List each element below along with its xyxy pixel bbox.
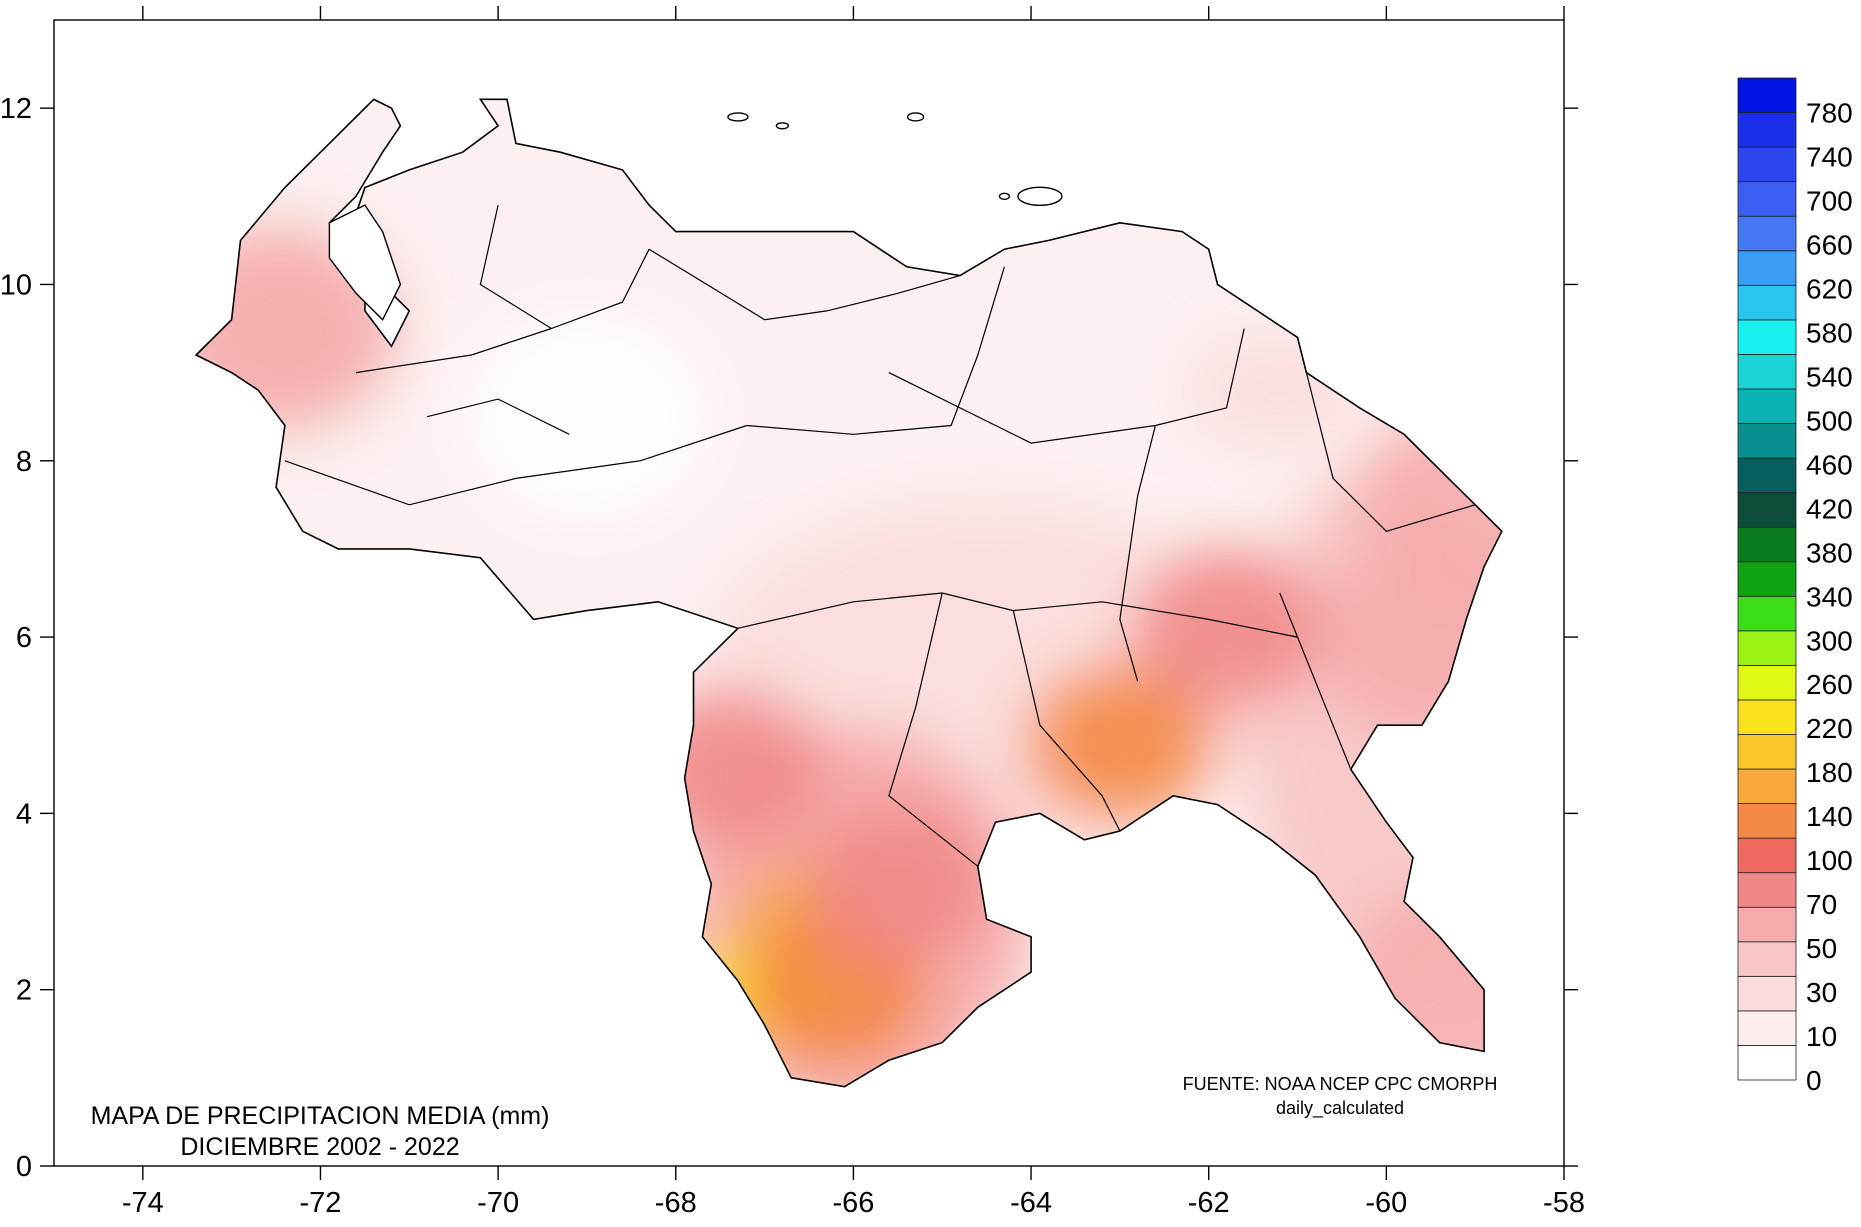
x-tick-label: -68 <box>655 1187 697 1219</box>
legend-label: 460 <box>1806 449 1853 480</box>
legend-label: 420 <box>1806 493 1853 524</box>
legend-swatch <box>1737 734 1797 770</box>
source-method: daily_calculated <box>1276 1098 1404 1119</box>
legend-swatch <box>1737 526 1797 563</box>
legend-label: 50 <box>1806 933 1837 964</box>
legend-label: 260 <box>1806 669 1853 700</box>
legend-swatch <box>1737 146 1797 183</box>
y-tick-label: 12 <box>0 93 32 125</box>
legend-swatch <box>1737 664 1797 701</box>
legend-label: 540 <box>1806 361 1853 392</box>
x-tick-label: -72 <box>300 1187 342 1219</box>
x-tick-label: -66 <box>832 1187 874 1219</box>
island <box>906 112 925 122</box>
island <box>1017 186 1063 207</box>
x-tick-label: -60 <box>1365 1187 1407 1219</box>
x-tick-label: -70 <box>477 1187 519 1219</box>
state-border <box>355 327 552 374</box>
state-border <box>426 398 570 435</box>
precip-cell-3 <box>1024 662 1215 824</box>
map-period: DICIEMBRE 2002 - 2022 <box>180 1133 459 1161</box>
legend-swatch <box>1737 492 1797 528</box>
island <box>775 122 790 130</box>
x-tick-label: -58 <box>1543 1187 1585 1219</box>
legend-swatch <box>1737 595 1797 632</box>
legend-label: 500 <box>1806 405 1853 436</box>
island <box>998 192 1011 201</box>
legend-swatch <box>1737 112 1797 148</box>
legend-swatch <box>1737 181 1797 217</box>
y-tick-label: 6 <box>16 622 32 654</box>
x-tick-label: -62 <box>1188 1187 1230 1219</box>
state-border <box>746 266 1005 435</box>
y-tick-label: 4 <box>16 798 32 830</box>
legend-swatch <box>1737 906 1797 943</box>
legend-swatch <box>1737 630 1797 666</box>
state-border <box>648 248 961 321</box>
state-border <box>1119 425 1156 682</box>
legend-label: 340 <box>1806 581 1853 612</box>
legend-swatch <box>1737 561 1797 597</box>
legend-swatch <box>1737 941 1797 977</box>
legend-swatch <box>1737 354 1797 390</box>
y-tick-label: 8 <box>16 446 32 478</box>
y-tick-label: 10 <box>0 269 32 301</box>
precip-cell-4 <box>802 803 993 965</box>
legend-label: 140 <box>1806 801 1853 832</box>
map-title: MAPA DE PRECIPITACION MEDIA (mm) <box>91 1102 550 1130</box>
legend-swatch <box>1737 77 1797 113</box>
legend-swatch <box>1737 975 1797 1012</box>
legend-label: 620 <box>1806 273 1853 304</box>
legend-label: 70 <box>1806 889 1837 920</box>
lake-maracaibo <box>328 204 402 321</box>
legend-label: 740 <box>1806 142 1853 173</box>
y-axis: 0 2 4 6 8 10 12 <box>0 93 1578 1183</box>
legend-label: 0 <box>1806 1065 1822 1096</box>
state-borders <box>284 204 1476 867</box>
legend-label: 660 <box>1806 229 1853 260</box>
y-tick-label: 2 <box>16 975 32 1007</box>
legend-swatch <box>1737 837 1797 874</box>
legend-label: 580 <box>1806 317 1853 348</box>
legend-label: 220 <box>1806 713 1853 744</box>
state-border <box>888 592 979 867</box>
legend-swatch <box>1737 1045 1797 1081</box>
state-border <box>1305 372 1476 532</box>
legend-label: 100 <box>1806 845 1853 876</box>
legend-swatch <box>1737 872 1797 908</box>
legend-swatch <box>1737 250 1797 286</box>
source-label: FUENTE: NOAA NCEP CPC CMORPH <box>1183 1074 1498 1094</box>
legend-swatch <box>1737 1010 1797 1046</box>
legend-label: 300 <box>1806 625 1853 656</box>
precip-cell-6 <box>1131 547 1322 710</box>
island <box>727 112 749 122</box>
x-tick-label: -74 <box>122 1187 164 1219</box>
islands <box>328 112 1063 321</box>
legend-label: 30 <box>1806 977 1837 1008</box>
legend-swatch <box>1737 768 1797 804</box>
legend-label: 10 <box>1806 1021 1837 1052</box>
state-border <box>284 424 747 506</box>
legend-swatch <box>1737 284 1797 321</box>
state-border <box>1012 610 1121 832</box>
legend-swatch <box>1737 457 1797 494</box>
legend-label: 380 <box>1806 537 1853 568</box>
precip-cell-11 <box>466 314 707 519</box>
y-tick-label: 0 <box>16 1151 32 1183</box>
legend-label: 700 <box>1806 186 1853 217</box>
legend-swatch <box>1737 388 1797 424</box>
x-axis: -74 -72 -70 -68 -66 -64 -62 -60 -58 <box>122 6 1585 1219</box>
state-border <box>1279 592 1352 770</box>
legend-swatch <box>1737 803 1797 839</box>
legend-label: 780 <box>1806 98 1853 129</box>
x-tick-label: -64 <box>1010 1187 1052 1219</box>
legend-label: 180 <box>1806 757 1853 788</box>
color-legend: 0 10 30 50 70 100 140 180 220 260 300 340 380 420 460 5… <box>1737 77 1853 1096</box>
legend-swatch <box>1737 215 1797 252</box>
legend-swatch <box>1737 699 1797 735</box>
legend-swatch <box>1737 319 1797 355</box>
legend-swatch <box>1737 423 1797 459</box>
